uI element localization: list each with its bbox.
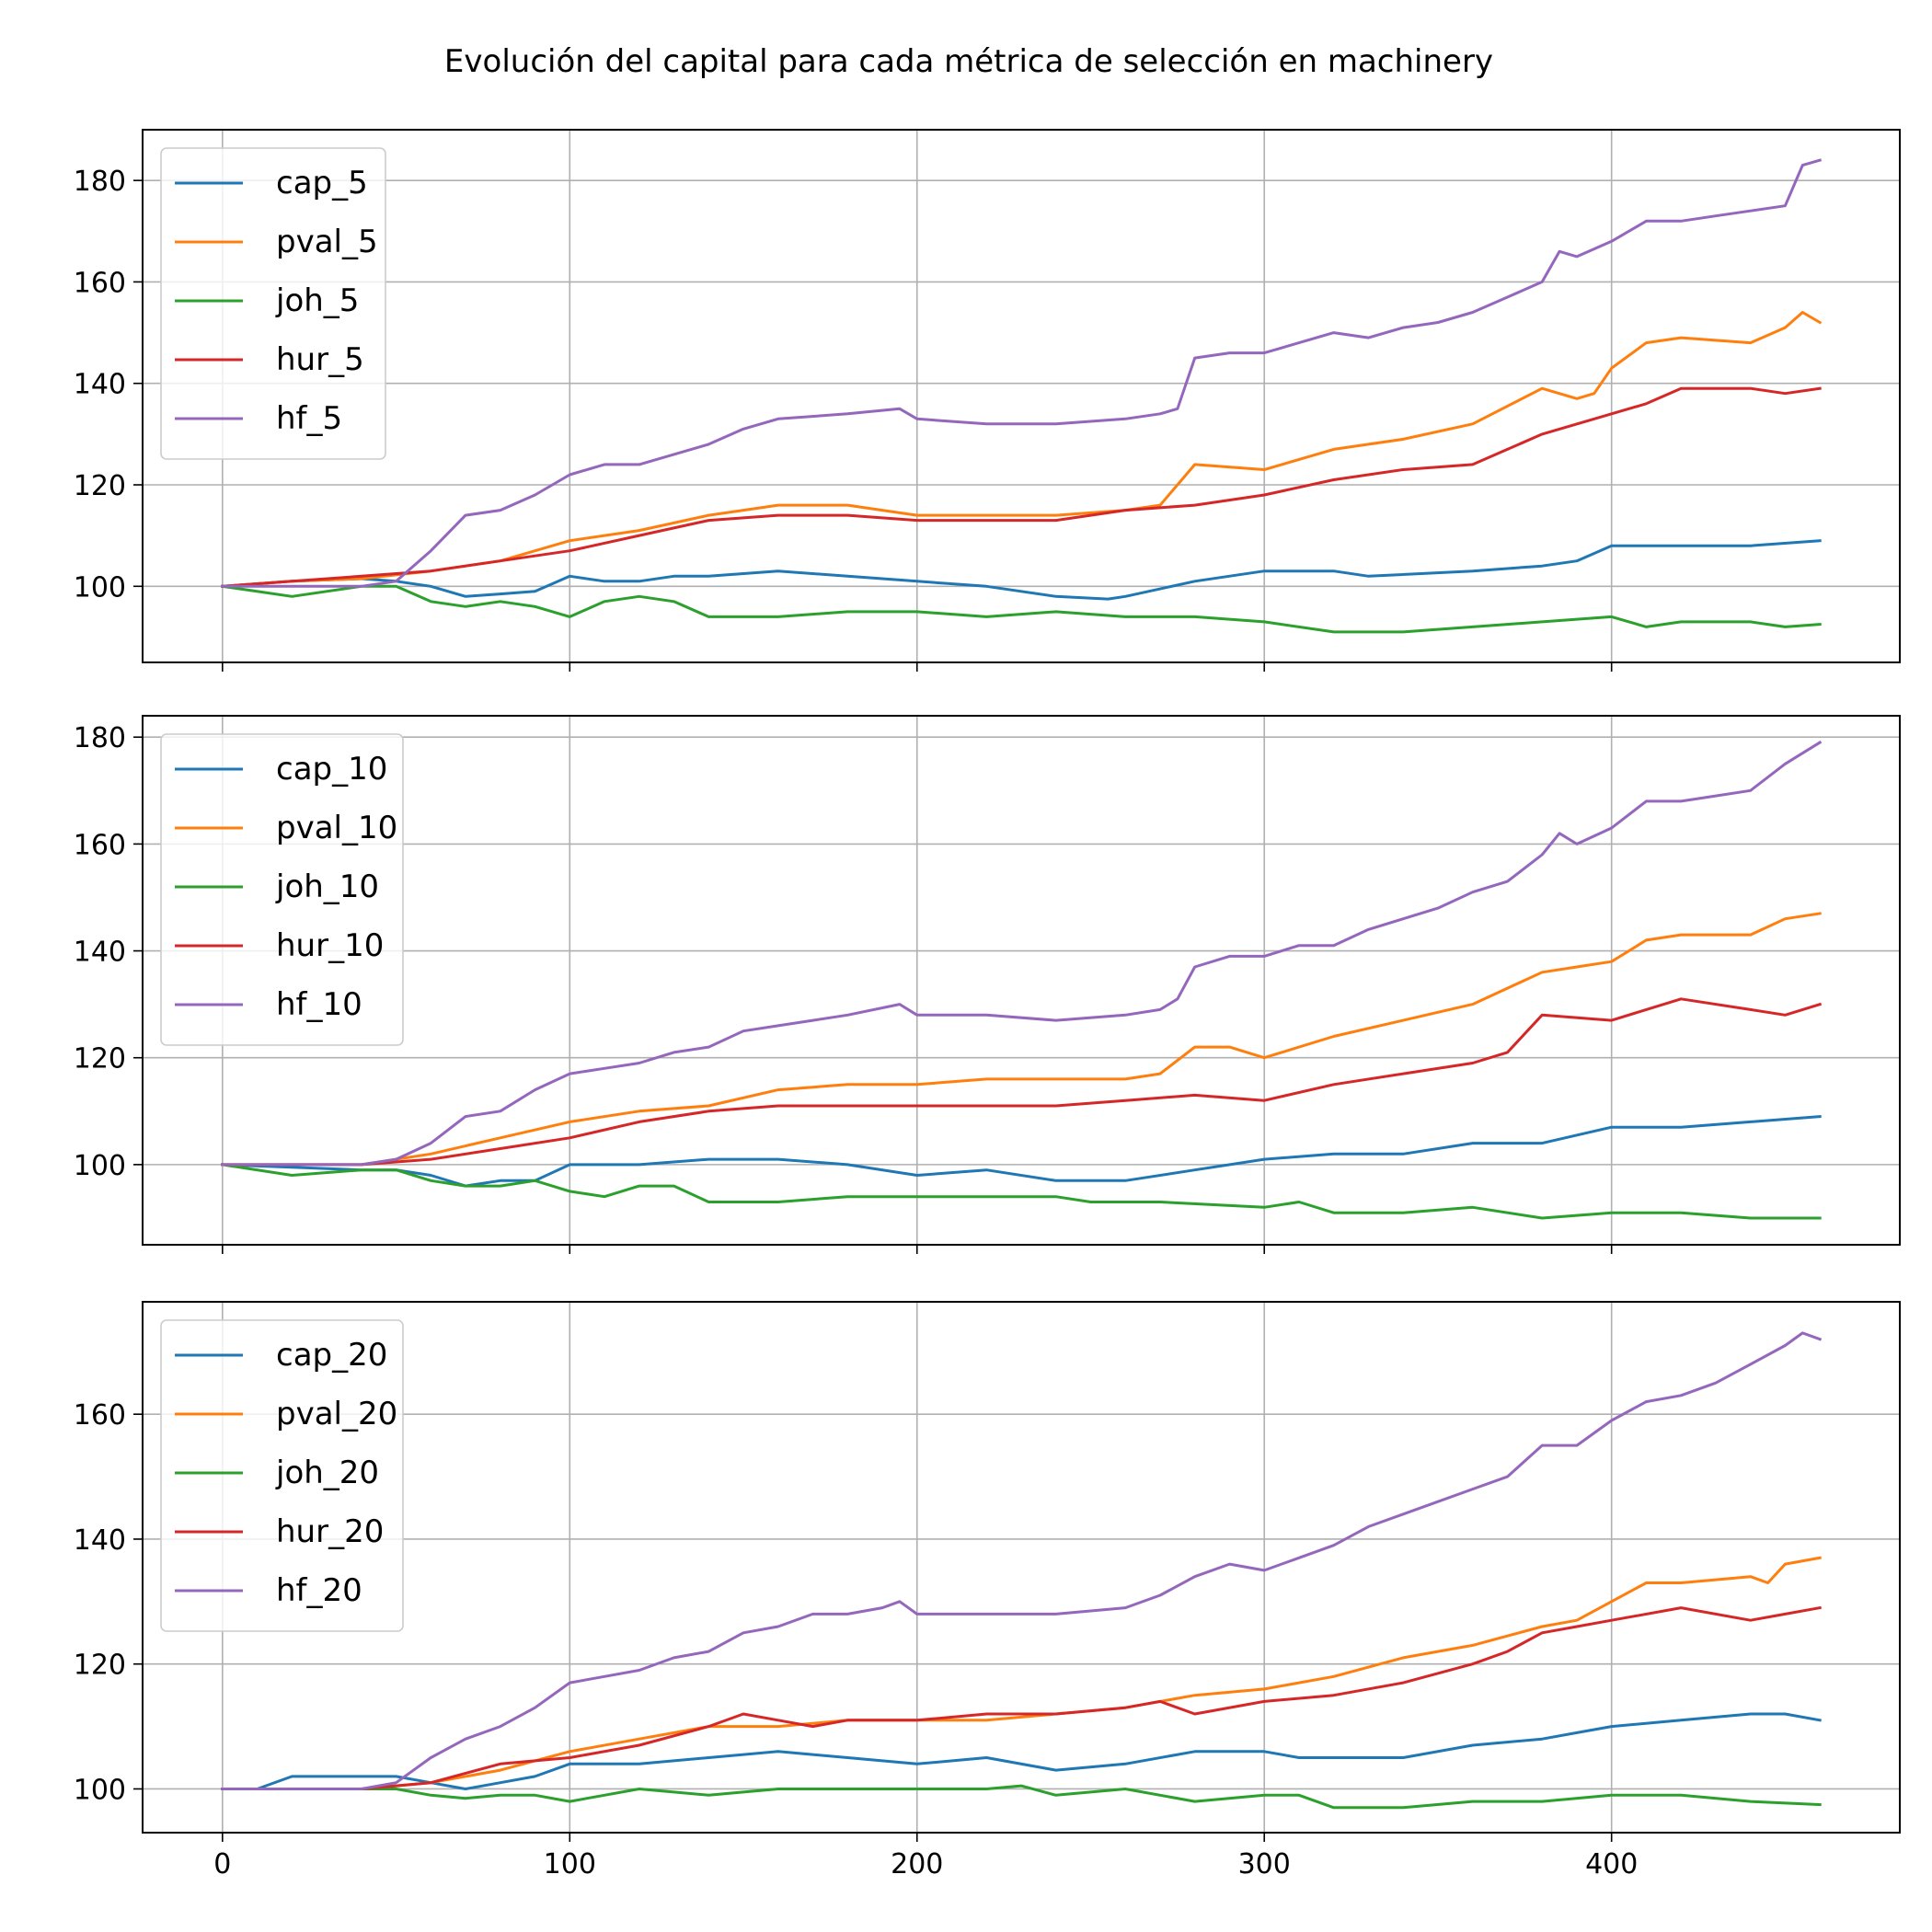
legend-label-hur_5: hur_5 xyxy=(276,341,364,378)
panel-3: 0 100 200 300 400 100 120 140 160 cap_20 pval_20jo… xyxy=(74,1301,1901,1880)
chart-title: Evolución del capital para cada métrica … xyxy=(444,43,1493,80)
plot-frame xyxy=(142,1301,1901,1834)
x-tick-label: 100 xyxy=(544,1848,596,1880)
series-line-hur_5 xyxy=(221,386,1822,588)
y-tick-label: 160 xyxy=(74,267,126,299)
plot-frame xyxy=(142,715,1901,1246)
legend-label-hf_5: hf_5 xyxy=(276,400,342,437)
legend-label-hur_20: hur_20 xyxy=(276,1513,384,1550)
legend-label-joh_5: joh_5 xyxy=(275,282,359,319)
legend-label-joh_10: joh_10 xyxy=(275,868,379,905)
legend-label-cap_5: cap_5 xyxy=(276,165,368,201)
legend-label-hf_20: hf_20 xyxy=(276,1572,362,1609)
series-line-joh_20 xyxy=(221,1784,1822,1810)
legend: cap_5 pval_5 joh_5 hur_5 hf_5 xyxy=(160,147,386,460)
y-tick-label: 140 xyxy=(74,369,126,401)
y-tick-label: 160 xyxy=(74,1399,126,1432)
panel-1: 100 120 140 160 180 cap_5 pval_5 joh_5 hur_5 hf_5 xyxy=(74,129,1901,672)
y-tick-label: 100 xyxy=(74,571,126,604)
legend-label-pval_10: pval_10 xyxy=(276,810,397,846)
series-line-hf_10 xyxy=(221,740,1823,1167)
x-tick-label: 300 xyxy=(1238,1848,1291,1880)
x-tick-label: 200 xyxy=(891,1848,943,1880)
y-tick-label: 180 xyxy=(74,166,126,198)
legend-box xyxy=(160,147,386,460)
series-line-pval_20 xyxy=(221,1556,1822,1790)
series-line-hur_10 xyxy=(221,997,1823,1167)
x-tick-label: 400 xyxy=(1585,1848,1638,1880)
panel-2: 100 120 140 160 180 cap_10 pval_10 joh_10 hur_10… xyxy=(74,715,1901,1254)
series-line-pval_10 xyxy=(221,912,1822,1167)
y-tick-label: 120 xyxy=(74,470,126,502)
y-tick-label: 180 xyxy=(74,722,126,754)
legend-label-hf_10: hf_10 xyxy=(276,986,362,1023)
series-line-joh_10 xyxy=(221,1163,1822,1220)
y-tick-label: 140 xyxy=(74,1524,126,1557)
y-tick-label: 140 xyxy=(74,937,126,969)
legend-box xyxy=(160,1319,404,1632)
legend-label-cap_10: cap_10 xyxy=(276,751,387,788)
legend-label-joh_20: joh_20 xyxy=(275,1455,379,1491)
x-tick-label: 0 xyxy=(213,1848,231,1880)
y-tick-label: 120 xyxy=(74,1043,126,1075)
legend-label-cap_20: cap_20 xyxy=(276,1337,387,1374)
legend-label-hur_10: hur_10 xyxy=(276,927,384,964)
y-tick-label: 100 xyxy=(74,1150,126,1182)
legend-box xyxy=(160,733,404,1046)
series-line-hf_20 xyxy=(221,1331,1823,1790)
series-line-hur_20 xyxy=(221,1605,1822,1790)
series-line-cap_10 xyxy=(221,1114,1822,1188)
legend: cap_20 pval_20 joh_20 hur_20 hf_20 xyxy=(160,1319,404,1632)
y-tick-label: 160 xyxy=(74,829,126,861)
series-line-joh_5 xyxy=(221,584,1822,634)
legend: cap_10 pval_10 joh_10 hur_10 hf_10 xyxy=(160,733,404,1046)
series-line-pval_5 xyxy=(221,311,1823,588)
legend-label-pval_5: pval_5 xyxy=(276,224,378,260)
series-line-hf_5 xyxy=(221,158,1823,588)
plot-frame xyxy=(142,129,1901,663)
series-line-cap_5 xyxy=(221,539,1822,601)
legend-label-pval_20: pval_20 xyxy=(276,1396,397,1432)
y-tick-label: 120 xyxy=(74,1650,126,1682)
y-tick-label: 100 xyxy=(74,1774,126,1806)
